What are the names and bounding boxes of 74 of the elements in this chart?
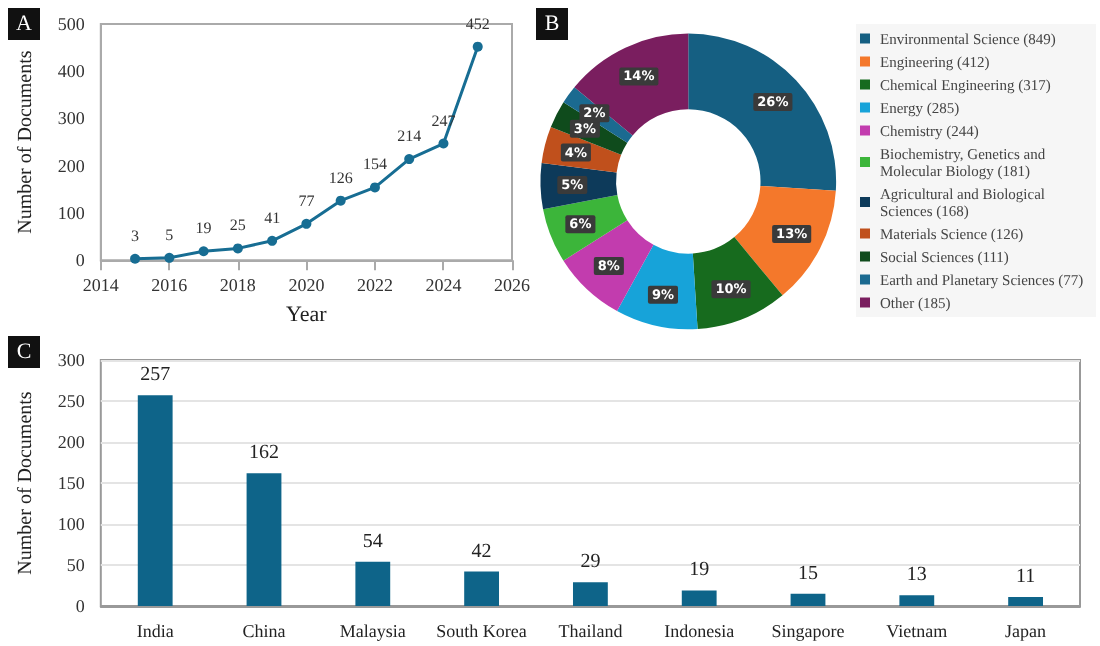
point <box>438 138 449 149</box>
x-tick-label: Singapore <box>771 621 845 641</box>
x-tick-label: 2016 <box>151 275 189 296</box>
data-label: 5 <box>165 225 174 244</box>
y-tick-label: 300 <box>57 350 86 370</box>
data-label: 11 <box>1015 565 1036 588</box>
data-label: 452 <box>465 14 490 33</box>
bar <box>355 561 391 606</box>
point <box>164 252 175 263</box>
y-tick-label: 500 <box>57 14 86 34</box>
data-label: 29 <box>580 551 601 574</box>
x-tick-label: Vietnam <box>886 621 948 641</box>
y-axis-title: Number of Documents <box>15 391 37 575</box>
bar <box>246 473 282 606</box>
x-tick-label: Thailand <box>558 621 624 641</box>
data-label: 77 <box>298 191 315 210</box>
data-label: 19 <box>195 219 212 238</box>
y-tick-label: 100 <box>57 202 86 223</box>
y-tick-label: 400 <box>57 61 86 82</box>
data-label: 257 <box>140 364 171 387</box>
text: C <box>16 340 32 364</box>
y-tick-label: 150 <box>57 473 86 493</box>
point <box>130 253 141 264</box>
text: A <box>16 12 33 36</box>
bar <box>464 571 500 606</box>
y-tick-label: 0 <box>75 250 86 271</box>
bar <box>1008 596 1044 606</box>
data-label: 15 <box>798 562 818 585</box>
point <box>232 243 243 254</box>
y-axis-title: Number of Documents <box>15 50 37 234</box>
data-label: 25 <box>229 216 246 235</box>
point <box>335 195 346 206</box>
data-label: 42 <box>471 540 492 563</box>
y-tick-label: 0 <box>75 596 86 616</box>
x-tick-label: 2014 <box>82 275 120 296</box>
x-tick-label: Indonesia <box>664 621 735 641</box>
x-tick-label: Malaysia <box>339 621 406 641</box>
data-label: 154 <box>362 155 387 174</box>
x-tick-label: 2022 <box>356 275 393 296</box>
x-tick-label: 2020 <box>288 275 326 296</box>
y-tick-label: 100 <box>57 514 86 534</box>
x-tick-label: 2018 <box>219 275 257 296</box>
point <box>301 218 312 229</box>
data-label: 214 <box>397 127 422 146</box>
data-label: 13 <box>906 564 927 587</box>
bar <box>137 395 173 606</box>
point <box>198 246 209 257</box>
data-label: 19 <box>689 559 710 582</box>
bar <box>790 593 826 606</box>
x-tick-label: 2026 <box>494 275 531 296</box>
x-tick-label: South Korea <box>436 621 527 641</box>
data-label: 126 <box>328 168 353 187</box>
x-tick-label: 2024 <box>425 275 463 296</box>
text: B <box>544 12 560 36</box>
bar <box>572 582 608 606</box>
data-label: 3 <box>131 226 140 245</box>
data-label: 54 <box>362 530 383 553</box>
data-label: 162 <box>249 442 279 465</box>
bar <box>899 595 935 606</box>
x-axis-title: Year <box>286 303 328 327</box>
y-tick-label: 200 <box>57 155 86 176</box>
point <box>267 235 278 246</box>
x-tick-label: China <box>242 621 286 641</box>
x-tick-label: India <box>136 621 174 641</box>
y-tick-label: 250 <box>57 391 86 411</box>
bar <box>681 590 717 606</box>
point <box>472 41 483 52</box>
x-tick-label: Japan <box>1005 621 1048 641</box>
y-tick-label: 200 <box>57 432 86 452</box>
point <box>369 182 380 193</box>
y-tick-label: 300 <box>57 108 86 129</box>
y-tick-label: 50 <box>66 555 86 575</box>
data-label: 41 <box>264 208 281 227</box>
point <box>404 154 415 165</box>
